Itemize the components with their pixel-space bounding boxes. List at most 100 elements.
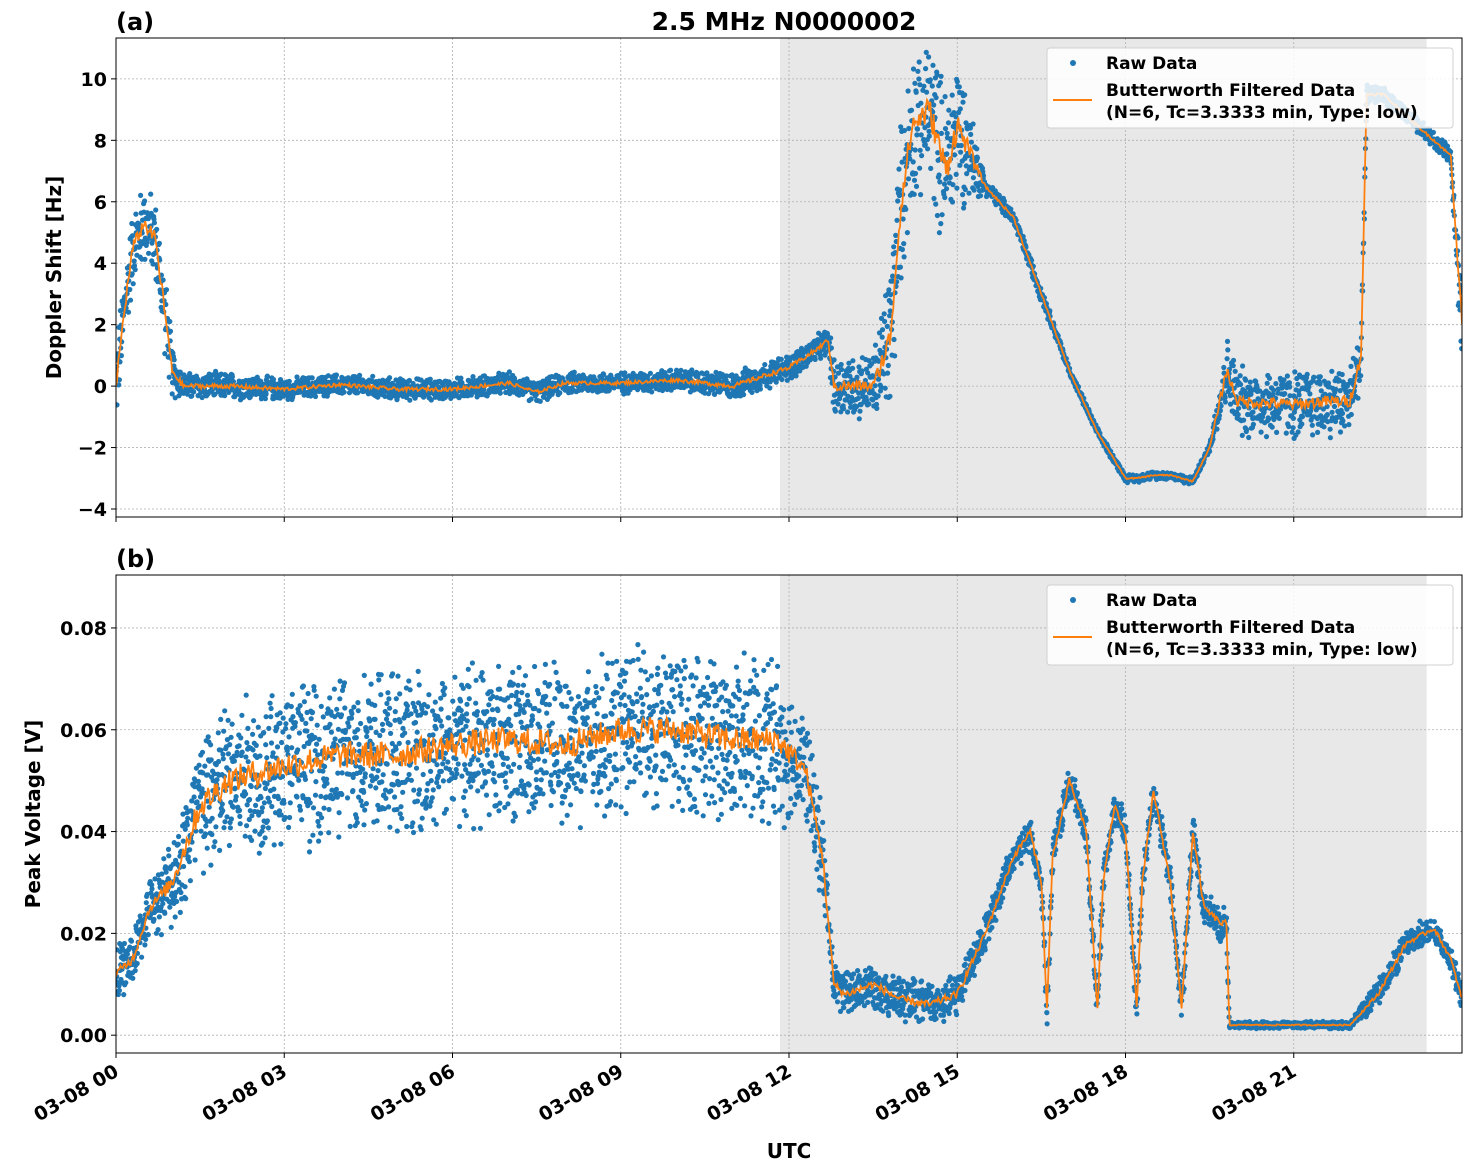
raw-data-point: [261, 730, 267, 736]
raw-data-point: [854, 374, 860, 380]
raw-data-point: [268, 714, 274, 720]
raw-data-point: [264, 373, 270, 379]
raw-data-point: [898, 124, 904, 130]
raw-data-point: [177, 909, 183, 916]
raw-data-point: [936, 230, 943, 236]
raw-data-point: [127, 297, 134, 303]
raw-data-point: [129, 271, 135, 277]
raw-data-point: [840, 406, 847, 412]
raw-data-point: [399, 815, 405, 822]
raw-data-point: [234, 749, 240, 756]
raw-data-point: [314, 722, 320, 728]
raw-data-point: [353, 735, 359, 741]
raw-data-point: [896, 166, 902, 172]
raw-data-point: [886, 287, 892, 293]
raw-data-point: [368, 725, 374, 731]
raw-data-point: [961, 200, 967, 207]
raw-data-point: [897, 187, 903, 193]
raw-data-point: [355, 700, 361, 706]
raw-data-point: [268, 705, 274, 712]
raw-data-point: [1239, 432, 1245, 438]
raw-data-point: [341, 389, 347, 395]
raw-data-point: [952, 152, 958, 158]
raw-data-point: [1230, 357, 1237, 363]
raw-data-point: [938, 221, 944, 227]
raw-data-point: [385, 711, 391, 717]
raw-data-point: [879, 327, 886, 333]
raw-data-point: [283, 725, 289, 732]
raw-data-point: [243, 791, 249, 797]
raw-data-point: [915, 68, 921, 74]
raw-data-point: [1324, 412, 1330, 418]
raw-data-point: [942, 94, 948, 100]
raw-data-point: [414, 729, 420, 735]
raw-data-point: [380, 772, 386, 778]
raw-data-point: [326, 806, 332, 813]
raw-data-point: [400, 789, 406, 795]
raw-data-point: [611, 385, 617, 391]
raw-data-point: [918, 192, 924, 198]
raw-data-point: [974, 155, 981, 161]
raw-data-point: [1287, 384, 1293, 390]
raw-data-point: [387, 375, 393, 381]
raw-data-point: [300, 683, 306, 689]
raw-data-point: [231, 758, 237, 764]
raw-data-point: [167, 904, 173, 910]
raw-data-point: [964, 171, 970, 177]
raw-data-point: [420, 771, 426, 778]
raw-data-point: [1355, 395, 1361, 401]
raw-data-point: [951, 110, 957, 116]
raw-data-point: [328, 729, 334, 735]
raw-data-point: [762, 362, 768, 368]
raw-data-point: [937, 80, 944, 86]
raw-data-point: [1327, 435, 1333, 441]
raw-data-point: [1283, 430, 1289, 436]
raw-data-point: [347, 823, 353, 830]
raw-data-point: [142, 198, 148, 204]
raw-data-point: [289, 691, 295, 697]
raw-data-point: [1276, 415, 1282, 421]
raw-data-point: [386, 804, 392, 810]
raw-data-point: [879, 334, 885, 340]
raw-data-point: [378, 672, 384, 678]
raw-data-point: [1284, 373, 1290, 379]
raw-data-point: [1317, 374, 1323, 380]
raw-data-point: [191, 794, 197, 800]
raw-data-point: [557, 390, 563, 396]
raw-data-point: [174, 898, 180, 905]
raw-data-point: [923, 49, 929, 56]
raw-data-point: [383, 795, 389, 801]
raw-data-point: [872, 383, 878, 389]
raw-data-point: [264, 755, 270, 761]
raw-data-point: [1299, 421, 1305, 427]
raw-data-point: [277, 720, 283, 726]
raw-data-point: [226, 842, 232, 849]
raw-data-point: [933, 95, 939, 101]
raw-data-point: [355, 708, 361, 714]
raw-data-point: [322, 763, 328, 770]
raw-data-point: [834, 364, 841, 370]
raw-data-point: [199, 394, 205, 401]
raw-data-point: [355, 727, 361, 733]
raw-data-point: [410, 820, 416, 826]
raw-data-point: [601, 371, 607, 378]
raw-data-point: [296, 730, 302, 736]
raw-data-point: [198, 828, 204, 834]
raw-data-point: [888, 292, 894, 298]
raw-data-point: [217, 847, 223, 854]
raw-data-point: [358, 720, 364, 727]
raw-data-point: [916, 76, 922, 82]
raw-data-point: [392, 794, 398, 800]
raw-data-point: [917, 147, 923, 153]
raw-data-point: [414, 798, 421, 804]
raw-data-point: [925, 146, 931, 152]
raw-data-point: [311, 687, 317, 693]
raw-data-point: [1237, 373, 1243, 379]
raw-data-point: [130, 975, 136, 981]
raw-data-point: [342, 705, 348, 711]
raw-data-point: [943, 186, 950, 192]
raw-data-point: [156, 914, 162, 920]
raw-data-point: [315, 752, 321, 758]
raw-data-point: [934, 212, 941, 219]
